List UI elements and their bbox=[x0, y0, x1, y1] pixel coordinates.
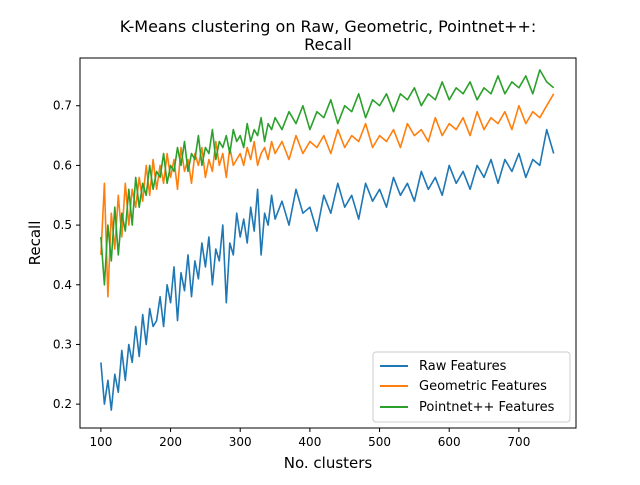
chart-title-line2: Recall bbox=[304, 35, 352, 54]
x-tick-label-4: 500 bbox=[368, 435, 391, 449]
y-tick-label-2: 0.4 bbox=[53, 278, 72, 292]
legend-box bbox=[372, 351, 571, 423]
x-tick-label-5: 600 bbox=[438, 435, 461, 449]
x-tick-label-0: 100 bbox=[89, 435, 112, 449]
y-tick-label-1: 0.3 bbox=[53, 337, 72, 351]
chart-title-line1: K-Means clustering on Raw, Geometric, Po… bbox=[120, 17, 537, 36]
x-tick-label-6: 700 bbox=[507, 435, 530, 449]
y-tick-label-0: 0.2 bbox=[53, 397, 72, 411]
ticks-layer: 100 200 300 400 500 600 700 0.2 0.3 0.4 0.5 0.6 0.7 bbox=[53, 99, 530, 449]
x-tick-label-1: 200 bbox=[159, 435, 182, 449]
y-tick-label-3: 0.5 bbox=[53, 218, 72, 232]
legend-label-geometric: Geometric Features bbox=[419, 379, 547, 394]
y-axis-label: Recall bbox=[26, 221, 44, 266]
plot-frame bbox=[79, 57, 577, 429]
legend-label-pointnet: Pointnet++ Features bbox=[419, 400, 555, 415]
x-tick-label-2: 300 bbox=[229, 435, 252, 449]
legend-label-raw: Raw Features bbox=[419, 359, 507, 374]
series-line-0 bbox=[100, 128, 555, 411]
series-line-2 bbox=[100, 69, 555, 286]
y-tick-label-5: 0.7 bbox=[53, 99, 72, 113]
series-layer bbox=[100, 69, 555, 411]
y-tick-label-4: 0.6 bbox=[53, 158, 72, 172]
legend: Raw Features Geometric Features Pointnet… bbox=[372, 351, 571, 423]
x-axis-label: No. clusters bbox=[284, 454, 373, 472]
x-tick-label-3: 400 bbox=[298, 435, 321, 449]
series-line-1 bbox=[100, 93, 555, 298]
